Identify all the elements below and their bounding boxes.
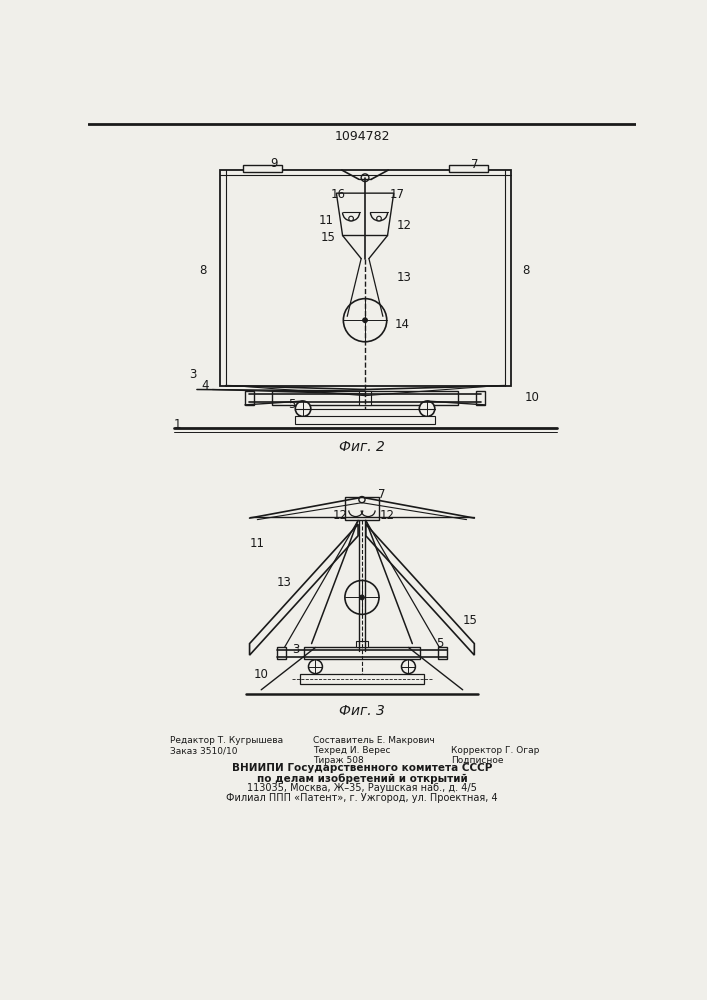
Circle shape <box>361 174 369 182</box>
Text: по делам изобретений и открытий: по делам изобретений и открытий <box>257 773 467 784</box>
Text: Составитель Е. Макрович: Составитель Е. Макрович <box>313 736 435 745</box>
Bar <box>243 165 282 172</box>
Polygon shape <box>337 193 394 235</box>
Text: 10: 10 <box>254 668 269 681</box>
Text: 12: 12 <box>397 219 411 232</box>
Text: Фиг. 3: Фиг. 3 <box>339 704 385 718</box>
Bar <box>220 170 510 386</box>
Polygon shape <box>250 524 358 655</box>
Text: 17: 17 <box>390 188 405 201</box>
Circle shape <box>344 299 387 342</box>
Text: 4: 4 <box>201 379 209 392</box>
Text: 1094782: 1094782 <box>334 130 390 143</box>
Text: Подписное: Подписное <box>451 756 503 765</box>
Text: 8: 8 <box>522 264 530 277</box>
Text: Редактор Т. Кугрышева: Редактор Т. Кугрышева <box>170 736 283 745</box>
Circle shape <box>308 660 322 674</box>
Text: Заказ 3510/10: Заказ 3510/10 <box>170 746 238 755</box>
Circle shape <box>377 216 381 221</box>
Text: 5: 5 <box>288 398 295 411</box>
Text: 12: 12 <box>333 509 348 522</box>
Text: Тираж 508: Тираж 508 <box>313 756 364 765</box>
Bar <box>438 647 448 659</box>
Text: 7: 7 <box>471 158 478 171</box>
Text: Техред И. Верес: Техред И. Верес <box>313 746 391 755</box>
Bar <box>245 391 255 405</box>
Polygon shape <box>366 524 474 655</box>
Bar <box>449 165 488 172</box>
Text: 10: 10 <box>525 391 540 404</box>
Text: 3: 3 <box>189 368 197 381</box>
Circle shape <box>419 401 435 416</box>
Circle shape <box>345 580 379 614</box>
Bar <box>272 391 458 405</box>
Text: 13: 13 <box>277 576 292 588</box>
Bar <box>304 647 420 659</box>
Text: 12: 12 <box>379 509 395 522</box>
Text: 3: 3 <box>293 643 300 656</box>
Text: 15: 15 <box>320 231 335 244</box>
Text: 15: 15 <box>463 614 478 627</box>
Text: 1: 1 <box>174 418 181 431</box>
Text: 11: 11 <box>250 537 265 550</box>
Bar <box>359 391 371 405</box>
Circle shape <box>349 216 354 221</box>
Text: 8: 8 <box>199 264 206 277</box>
Text: 14: 14 <box>395 318 410 331</box>
Bar <box>476 391 485 405</box>
Bar <box>345 497 379 520</box>
Text: 113035, Москва, Ж–35, Раушская наб., д. 4/5: 113035, Москва, Ж–35, Раушская наб., д. … <box>247 783 477 793</box>
Circle shape <box>363 318 368 323</box>
Bar <box>276 647 286 659</box>
Circle shape <box>360 595 364 600</box>
Text: Фиг. 2: Фиг. 2 <box>339 440 385 454</box>
Bar <box>300 674 424 684</box>
Text: 16: 16 <box>330 188 346 201</box>
Text: ВНИИПИ Государственного комитета СССР: ВНИИПИ Государственного комитета СССР <box>232 763 492 773</box>
Text: 11: 11 <box>319 214 334 227</box>
Text: Филиал ППП «Патент», г. Ужгород, ул. Проектная, 4: Филиал ППП «Патент», г. Ужгород, ул. Про… <box>226 793 498 803</box>
Text: 13: 13 <box>397 271 411 284</box>
Circle shape <box>296 401 311 416</box>
Text: 9: 9 <box>271 157 278 170</box>
Text: 7: 7 <box>378 488 385 501</box>
Text: Корректор Г. Огар: Корректор Г. Огар <box>451 746 539 755</box>
Text: 5: 5 <box>436 637 443 650</box>
Circle shape <box>359 497 365 503</box>
Circle shape <box>402 660 416 674</box>
Bar <box>296 416 435 424</box>
Bar <box>356 641 368 647</box>
